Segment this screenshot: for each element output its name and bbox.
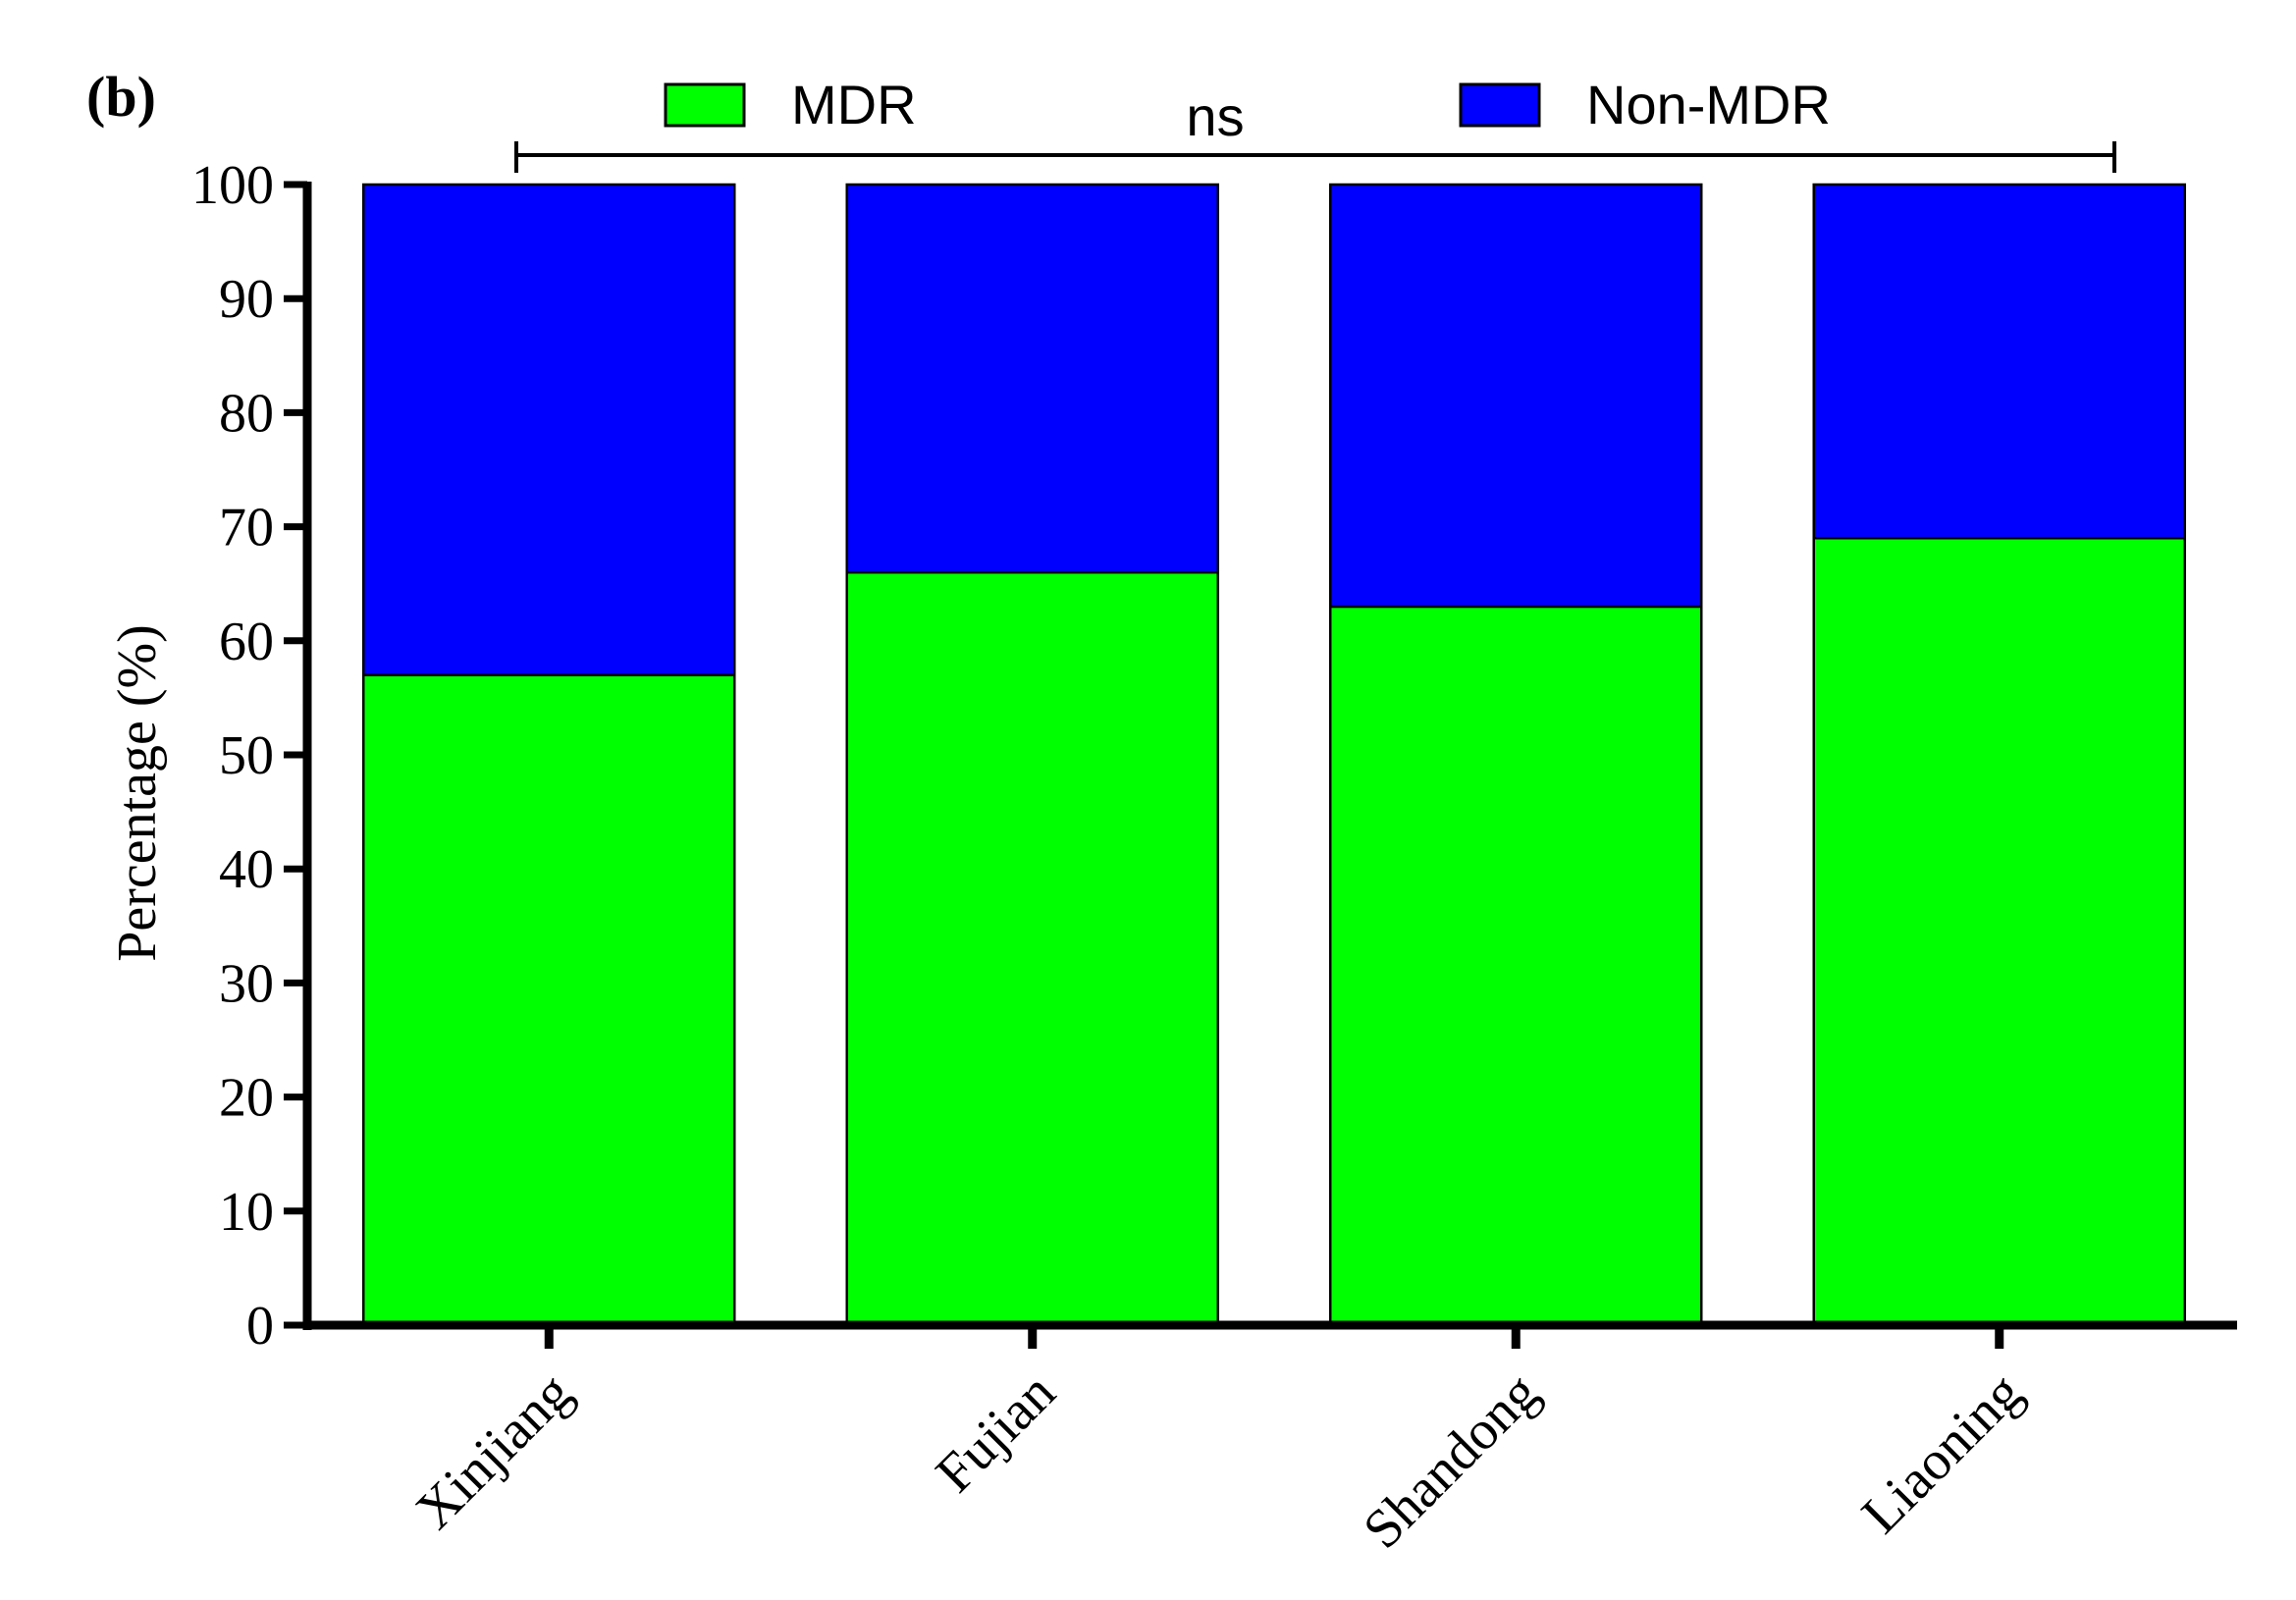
y-tick-label: 10 [219, 1182, 274, 1243]
y-tick-label: 20 [219, 1068, 274, 1129]
y-tick-label: 60 [219, 612, 274, 672]
bar-mdr-shandong [1329, 605, 1703, 1327]
bar-non-mdr-shandong [1329, 183, 1703, 609]
y-tick-label: 100 [191, 155, 274, 216]
y-tick-label: 90 [219, 269, 274, 330]
y-axis: 0 10 20 30 40 50 60 70 80 90 100 [191, 155, 312, 1357]
y-tick-label: 70 [219, 498, 274, 559]
legend-swatch-mdr [664, 82, 746, 128]
y-axis-title: Percentage (%) [107, 624, 168, 962]
y-tick-label: 40 [219, 839, 274, 900]
y-tick-label: 0 [246, 1296, 274, 1357]
bar-mdr-xinjiang [362, 673, 736, 1327]
bar-non-mdr-liaoning [1812, 183, 2186, 540]
x-tick-label-xinjiang: Xinjiang [404, 1361, 583, 1540]
x-axis: Xinjiang Fujian Shandong Liaoning [303, 1320, 2237, 1561]
bar-mdr-fujian [845, 570, 1219, 1327]
bar-non-mdr-fujian [845, 183, 1219, 574]
panel-label: (b) [86, 65, 156, 129]
x-tick-label-liaoning: Liaoning [1850, 1361, 2034, 1545]
bar-mdr-liaoning [1812, 536, 2186, 1327]
legend-swatch-non-mdr [1459, 82, 1541, 128]
x-tick-label-shandong: Shandong [1352, 1361, 1550, 1560]
legend: MDR Non-MDR [664, 74, 1831, 135]
x-tick-label-fujian: Fujian [925, 1361, 1067, 1504]
legend-label-non-mdr: Non-MDR [1586, 74, 1831, 135]
significance-bracket: ns [514, 85, 2116, 173]
legend-label-mdr: MDR [791, 74, 917, 135]
y-tick-label: 80 [219, 383, 274, 444]
y-tick-label: 50 [219, 725, 274, 786]
bars-layer [362, 183, 2186, 1327]
bar-non-mdr-xinjiang [362, 183, 736, 676]
y-tick-label: 30 [219, 953, 274, 1014]
significance-label: ns [1186, 85, 1244, 147]
